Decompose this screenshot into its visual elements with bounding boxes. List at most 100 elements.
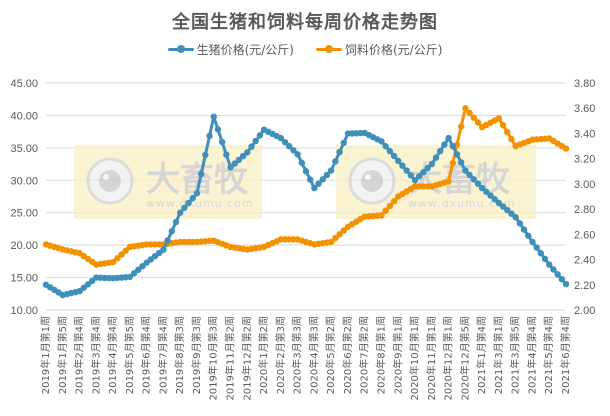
data-point[interactable]	[470, 176, 477, 183]
data-point[interactable]	[164, 237, 171, 244]
data-point[interactable]	[504, 206, 511, 214]
data-point[interactable]	[428, 160, 436, 168]
data-point[interactable]	[172, 218, 180, 226]
legend-item-feed[interactable]: 饲料价格(元/公斤)	[316, 41, 442, 58]
data-point[interactable]	[185, 199, 192, 207]
data-point[interactable]	[390, 198, 398, 205]
data-point[interactable]	[281, 138, 289, 146]
data-point[interactable]	[395, 157, 402, 165]
data-point[interactable]	[520, 226, 528, 233]
data-point[interactable]	[466, 171, 473, 179]
data-point[interactable]	[474, 180, 482, 187]
data-point[interactable]	[462, 105, 469, 112]
data-point[interactable]	[449, 143, 456, 150]
data-point[interactable]	[323, 171, 331, 179]
data-point[interactable]	[332, 234, 339, 242]
data-point[interactable]	[457, 123, 465, 130]
data-point[interactable]	[558, 275, 566, 283]
data-point[interactable]	[537, 250, 545, 257]
data-point[interactable]	[135, 266, 142, 273]
data-point[interactable]	[197, 170, 205, 178]
data-point[interactable]	[302, 168, 310, 175]
data-point[interactable]	[202, 151, 209, 159]
data-point[interactable]	[445, 134, 452, 142]
data-point[interactable]	[483, 188, 490, 195]
data-point[interactable]	[457, 159, 465, 166]
data-point[interactable]	[378, 212, 385, 219]
data-point[interactable]	[319, 176, 326, 183]
data-point[interactable]	[407, 172, 415, 179]
data-point[interactable]	[487, 192, 494, 199]
data-point[interactable]	[340, 227, 347, 234]
data-point[interactable]	[546, 261, 553, 268]
data-point[interactable]	[382, 207, 389, 214]
data-point[interactable]	[181, 204, 188, 212]
data-point[interactable]	[122, 247, 129, 254]
data-point[interactable]	[508, 135, 515, 143]
data-point[interactable]	[399, 162, 406, 169]
data-point[interactable]	[529, 238, 536, 246]
data-point[interactable]	[499, 203, 507, 210]
data-point[interactable]	[533, 244, 540, 251]
data-point[interactable]	[168, 227, 176, 235]
data-point[interactable]	[508, 210, 515, 217]
data-point[interactable]	[554, 271, 561, 278]
data-point[interactable]	[462, 167, 469, 174]
data-point[interactable]	[118, 251, 125, 258]
data-point[interactable]	[495, 115, 503, 122]
data-point[interactable]	[499, 122, 507, 129]
data-point[interactable]	[239, 152, 247, 160]
data-point[interactable]	[550, 266, 557, 273]
data-point[interactable]	[382, 143, 389, 150]
data-point[interactable]	[248, 143, 255, 150]
data-point[interactable]	[466, 109, 473, 117]
data-point[interactable]	[193, 190, 201, 197]
data-point[interactable]	[445, 178, 452, 185]
data-point[interactable]	[244, 149, 251, 156]
data-point[interactable]	[235, 156, 243, 164]
data-point[interactable]	[504, 128, 511, 136]
data-point[interactable]	[516, 220, 524, 227]
data-point[interactable]	[277, 134, 285, 142]
data-point[interactable]	[227, 164, 234, 171]
data-point[interactable]	[541, 255, 549, 263]
data-point[interactable]	[218, 138, 226, 146]
data-point[interactable]	[403, 167, 410, 174]
data-point[interactable]	[340, 139, 347, 147]
data-point[interactable]	[378, 138, 385, 145]
data-point[interactable]	[126, 273, 134, 281]
data-point[interactable]	[114, 255, 121, 262]
data-point[interactable]	[332, 158, 339, 165]
legend-item-pig[interactable]: 生猪价格(元/公斤)	[167, 41, 294, 58]
data-point[interactable]	[525, 232, 532, 239]
data-point[interactable]	[470, 114, 477, 121]
data-point[interactable]	[223, 151, 230, 158]
data-point[interactable]	[139, 263, 146, 270]
data-point[interactable]	[562, 145, 570, 152]
data-point[interactable]	[327, 238, 335, 246]
data-point[interactable]	[109, 258, 117, 266]
data-point[interactable]	[491, 196, 498, 203]
data-point[interactable]	[206, 132, 213, 140]
data-point[interactable]	[160, 246, 167, 253]
data-point[interactable]	[390, 152, 398, 160]
data-point[interactable]	[336, 231, 343, 238]
data-point[interactable]	[252, 137, 259, 145]
data-point[interactable]	[495, 199, 503, 207]
data-point[interactable]	[441, 141, 448, 148]
data-point[interactable]	[386, 202, 394, 210]
data-point[interactable]	[449, 159, 456, 167]
data-point[interactable]	[256, 132, 264, 139]
data-point[interactable]	[562, 280, 570, 288]
data-point[interactable]	[416, 173, 423, 180]
data-point[interactable]	[286, 143, 293, 150]
data-point[interactable]	[311, 184, 318, 192]
data-point[interactable]	[306, 176, 314, 183]
data-point[interactable]	[512, 214, 519, 221]
data-point[interactable]	[453, 151, 461, 158]
data-point[interactable]	[336, 148, 343, 156]
data-point[interactable]	[298, 159, 306, 166]
data-point[interactable]	[290, 147, 297, 154]
data-point[interactable]	[327, 167, 335, 174]
data-point[interactable]	[411, 177, 419, 184]
